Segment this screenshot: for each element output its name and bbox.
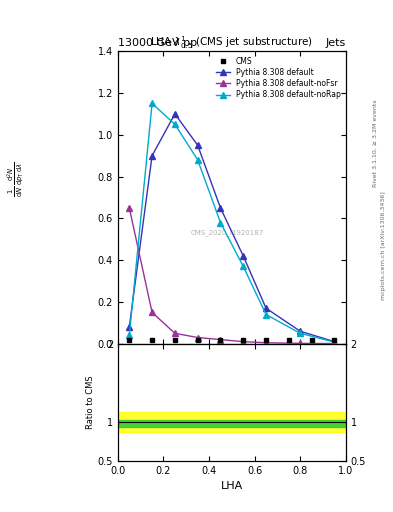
CMS <box>264 336 268 343</box>
Text: $\frac{1}{\mathrm{d}N}\,\frac{\mathrm{d}^2N}{\mathrm{d}p_T\,\mathrm{d}\lambda}$: $\frac{1}{\mathrm{d}N}\,\frac{\mathrm{d}… <box>6 161 26 197</box>
CMS <box>241 336 246 343</box>
Line: CMS: CMS <box>127 337 337 342</box>
CMS <box>218 336 223 343</box>
Bar <box>118 413 346 432</box>
CMS <box>127 336 132 343</box>
CMS <box>309 336 314 343</box>
Pythia 8.308 default <box>264 305 268 311</box>
Pythia 8.308 default <box>150 153 154 159</box>
Pythia 8.308 default <box>218 205 223 211</box>
Pythia 8.308 default-noRap <box>241 263 246 269</box>
Pythia 8.308 default-noRap <box>218 220 223 226</box>
Pythia 8.308 default-noFsr <box>241 338 246 345</box>
Pythia 8.308 default <box>173 111 177 117</box>
Pythia 8.308 default-noFsr <box>127 205 132 211</box>
CMS <box>150 336 154 343</box>
Title: LHA $\lambda^{1}_{0.5}$ (CMS jet substructure): LHA $\lambda^{1}_{0.5}$ (CMS jet substru… <box>151 34 313 51</box>
Pythia 8.308 default <box>127 324 132 330</box>
Pythia 8.308 default-noFsr <box>298 340 303 347</box>
X-axis label: LHA: LHA <box>221 481 243 491</box>
Pythia 8.308 default-noRap <box>150 100 154 106</box>
Pythia 8.308 default-noRap <box>195 157 200 163</box>
Line: Pythia 8.308 default: Pythia 8.308 default <box>127 111 337 345</box>
Text: Rivet 3.1.10, ≥ 3.2M events: Rivet 3.1.10, ≥ 3.2M events <box>373 99 378 187</box>
Line: Pythia 8.308 default-noFsr: Pythia 8.308 default-noFsr <box>127 205 337 346</box>
Pythia 8.308 default-noRap <box>173 121 177 127</box>
Pythia 8.308 default-noFsr <box>264 339 268 346</box>
Pythia 8.308 default <box>241 253 246 259</box>
Pythia 8.308 default <box>332 338 337 345</box>
Pythia 8.308 default-noFsr <box>332 340 337 347</box>
Pythia 8.308 default-noRap <box>127 332 132 338</box>
Text: 13000 GeV pp: 13000 GeV pp <box>118 38 197 49</box>
Pythia 8.308 default <box>195 142 200 148</box>
Text: Jets: Jets <box>325 38 346 49</box>
CMS <box>173 336 177 343</box>
Pythia 8.308 default-noRap <box>298 330 303 336</box>
Legend: CMS, Pythia 8.308 default, Pythia 8.308 default-noFsr, Pythia 8.308 default-noRa: CMS, Pythia 8.308 default, Pythia 8.308 … <box>214 55 342 101</box>
Y-axis label: Ratio to CMS: Ratio to CMS <box>86 375 95 429</box>
Pythia 8.308 default-noFsr <box>150 309 154 315</box>
Pythia 8.308 default-noRap <box>332 339 337 345</box>
Line: Pythia 8.308 default-noRap: Pythia 8.308 default-noRap <box>127 101 337 345</box>
Pythia 8.308 default-noFsr <box>218 336 223 343</box>
Pythia 8.308 default-noRap <box>264 311 268 317</box>
CMS <box>286 336 291 343</box>
CMS <box>332 336 337 343</box>
CMS <box>195 336 200 343</box>
Text: CMS_2020_I1920187: CMS_2020_I1920187 <box>191 229 264 236</box>
Pythia 8.308 default <box>298 328 303 334</box>
Bar <box>118 420 346 427</box>
Text: mcplots.cern.ch [arXiv:1306.3436]: mcplots.cern.ch [arXiv:1306.3436] <box>381 191 386 300</box>
Pythia 8.308 default-noFsr <box>195 334 200 340</box>
Pythia 8.308 default-noFsr <box>173 330 177 336</box>
